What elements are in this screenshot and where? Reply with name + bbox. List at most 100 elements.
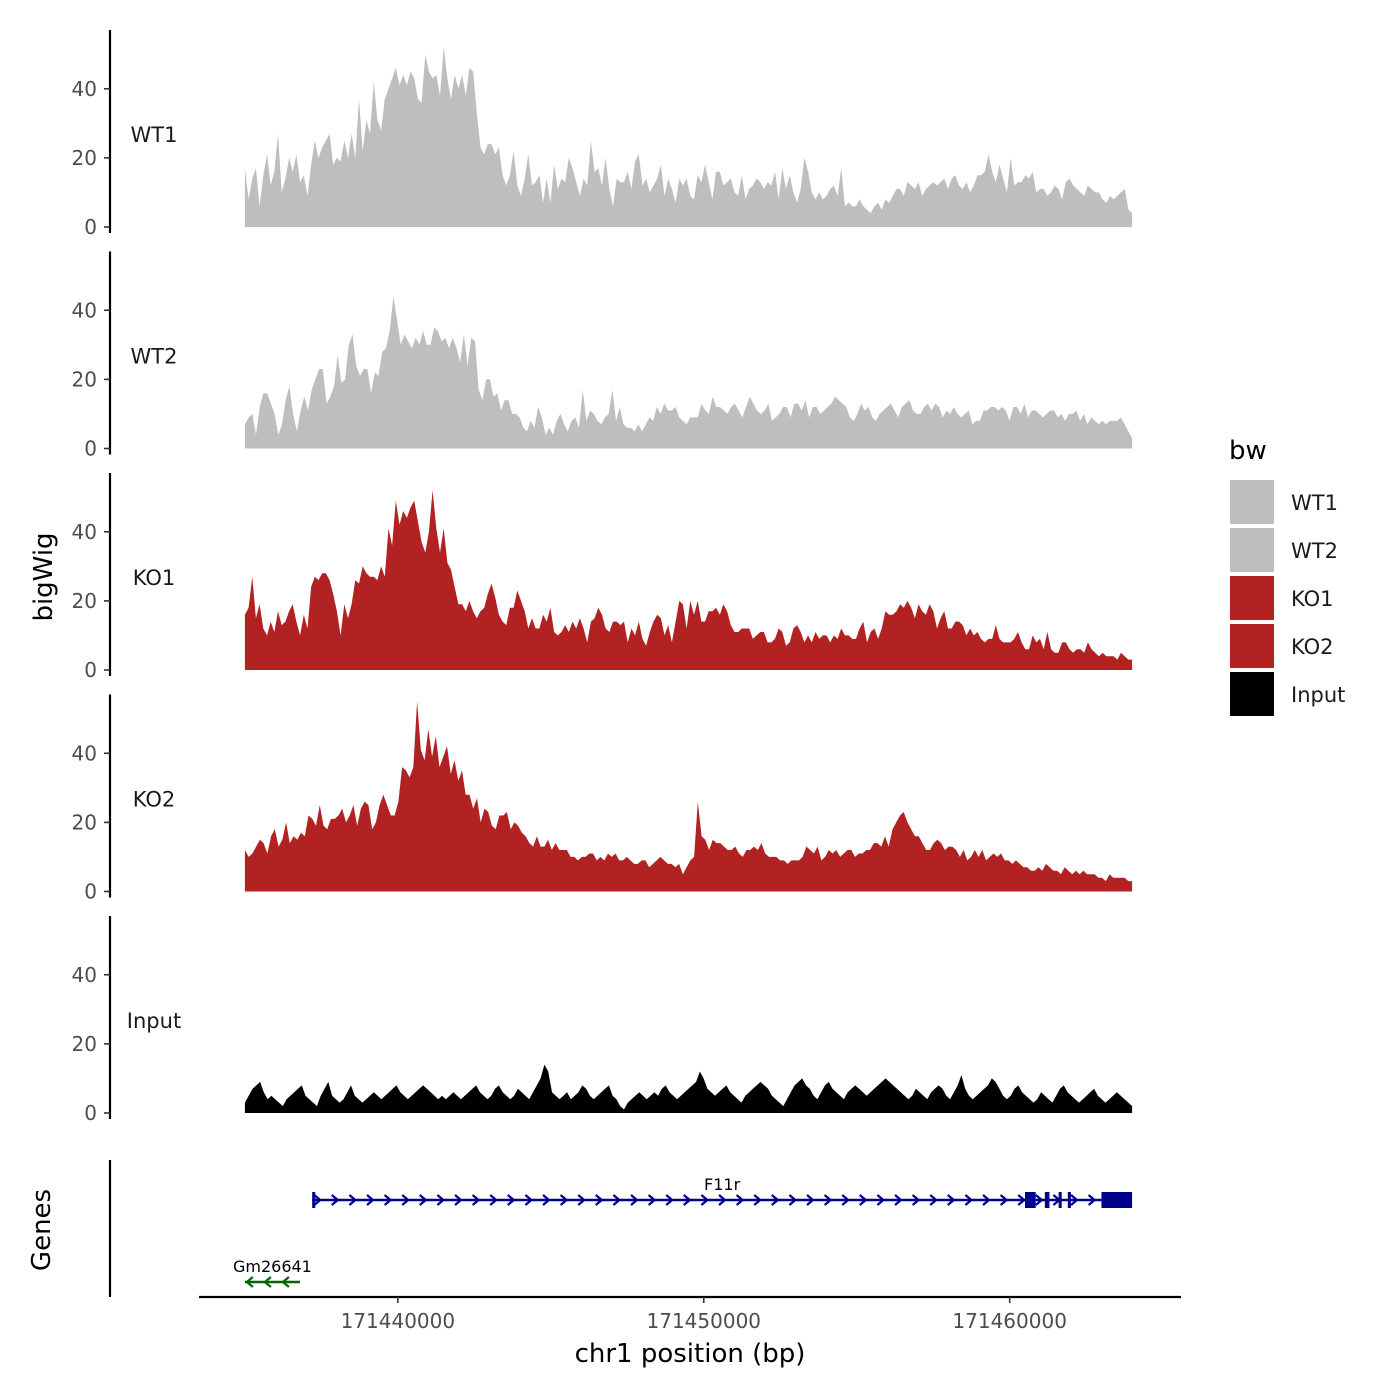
strand-arrow — [1035, 1194, 1044, 1206]
strand-arrow — [366, 1194, 375, 1206]
track-label-wt1: WT1 — [131, 123, 178, 147]
strand-arrow — [401, 1194, 410, 1206]
legend-swatch-wt1 — [1230, 480, 1274, 524]
strand-arrow — [383, 1194, 393, 1206]
strand-arrow — [929, 1194, 938, 1206]
strand-arrow — [542, 1194, 551, 1206]
strand-arrow — [313, 1194, 322, 1206]
legend-label-input: Input — [1291, 683, 1345, 707]
strand-arrow — [348, 1194, 358, 1206]
strand-arrow — [718, 1194, 727, 1206]
strand-arrow — [245, 1276, 254, 1288]
strand-arrow — [1087, 1194, 1097, 1206]
gene-f11r: F11r — [312, 1175, 1133, 1208]
exon — [312, 1192, 316, 1208]
strand-arrow — [841, 1194, 850, 1206]
exon — [1024, 1192, 1036, 1208]
strand-arrow — [263, 1276, 272, 1288]
x-tick-label: 171450000 — [647, 1309, 762, 1333]
track-wt2: 0 20 40 WT2 — [72, 251, 1133, 461]
legend-label-wt2: WT2 — [1291, 539, 1338, 563]
coverage-tracks: 0 20 40 WT1 0 20 40 WT2 0 20 40 KO1 0 20 40 KO2 0 20 40 Inp… — [72, 30, 1133, 1125]
strand-arrow — [771, 1194, 780, 1206]
strand-arrow — [577, 1194, 586, 1206]
strand-arrow — [559, 1194, 569, 1206]
legend: bw WT1 WT2 KO1 KO2 Input — [1229, 436, 1345, 716]
y-tick-label: 20 — [72, 810, 97, 834]
strand-arrow — [612, 1194, 622, 1206]
strand-arrow — [859, 1194, 868, 1206]
strand-arrow — [436, 1194, 446, 1206]
strand-arrow — [281, 1276, 290, 1288]
gene-track: Genes F11r Gm26641 — [27, 1160, 1133, 1297]
strand-arrow — [753, 1194, 762, 1206]
y-tick-label: 20 — [72, 589, 97, 613]
strand-arrow — [964, 1194, 974, 1206]
y-tick-label: 40 — [72, 298, 97, 322]
strand-arrow — [894, 1194, 903, 1206]
y-tick-label: 0 — [84, 658, 97, 682]
exon — [1067, 1192, 1071, 1208]
strand-arrow — [647, 1194, 657, 1206]
strand-arrow — [982, 1194, 991, 1206]
strand-arrow — [823, 1194, 833, 1206]
coverage-area-wt2 — [244, 296, 1133, 449]
strand-arrow — [524, 1194, 534, 1206]
coverage-area-wt1 — [244, 47, 1133, 227]
legend-swatch-ko1 — [1230, 576, 1274, 620]
strand-arrow — [454, 1194, 463, 1206]
y-tick-label: 40 — [72, 963, 97, 987]
strand-arrow — [507, 1194, 516, 1206]
x-tick-label: 171440000 — [341, 1309, 456, 1333]
track-wt1: 0 20 40 WT1 — [72, 30, 1133, 239]
track-ko2: 0 20 40 KO2 — [72, 694, 1133, 904]
exon — [1044, 1192, 1050, 1208]
y-axis-title: bigWig — [29, 532, 59, 621]
strand-arrow — [665, 1194, 674, 1206]
coverage-area-ko1 — [244, 490, 1133, 670]
strand-arrow — [595, 1194, 604, 1206]
strand-arrow — [700, 1194, 710, 1206]
y-tick-label: 40 — [72, 520, 97, 544]
strand-arrow — [947, 1194, 956, 1206]
strand-arrow — [683, 1194, 692, 1206]
strand-arrow — [630, 1194, 639, 1206]
exon — [1058, 1192, 1062, 1208]
strand-arrow — [876, 1194, 886, 1206]
track-ko1: 0 20 40 KO1 — [72, 473, 1133, 682]
strand-arrow — [735, 1194, 745, 1206]
strand-arrow — [911, 1194, 921, 1206]
track-label-input: Input — [127, 1009, 181, 1033]
track-label-ko2: KO2 — [133, 788, 176, 812]
strand-arrow — [331, 1194, 340, 1206]
y-tick-label: 0 — [84, 1101, 97, 1125]
y-tick-label: 40 — [72, 77, 97, 101]
legend-swatch-input — [1230, 672, 1274, 716]
y-tick-label: 0 — [84, 880, 97, 904]
x-axis-title: chr1 position (bp) — [575, 1339, 806, 1369]
legend-label-wt1: WT1 — [1291, 491, 1338, 515]
track-label-ko1: KO1 — [133, 566, 176, 590]
coverage-area-input — [244, 1064, 1133, 1113]
legend-swatch-ko2 — [1230, 624, 1274, 668]
gene-gm26641: Gm26641 — [233, 1257, 312, 1288]
coverage-area-ko2 — [244, 701, 1133, 892]
y-tick-label: 40 — [72, 741, 97, 765]
y-tick-label: 20 — [72, 367, 97, 391]
legend-label-ko2: KO2 — [1291, 635, 1334, 659]
y-tick-label: 0 — [84, 215, 97, 239]
strand-arrow — [999, 1194, 1009, 1206]
strand-arrow — [419, 1194, 428, 1206]
y-tick-label: 20 — [72, 1032, 97, 1056]
x-axis: 171440000 171450000 171460000 — [199, 1295, 1181, 1333]
x-tick-label: 171460000 — [952, 1309, 1067, 1333]
strand-arrow — [1017, 1194, 1026, 1206]
strand-arrow — [471, 1194, 481, 1206]
gene-label-gm26641: Gm26641 — [233, 1257, 312, 1276]
gene-track-title: Genes — [27, 1189, 57, 1271]
legend-swatch-wt2 — [1230, 528, 1274, 572]
legend-title: bw — [1229, 436, 1267, 466]
y-tick-label: 20 — [72, 146, 97, 170]
strand-arrow — [489, 1194, 498, 1206]
